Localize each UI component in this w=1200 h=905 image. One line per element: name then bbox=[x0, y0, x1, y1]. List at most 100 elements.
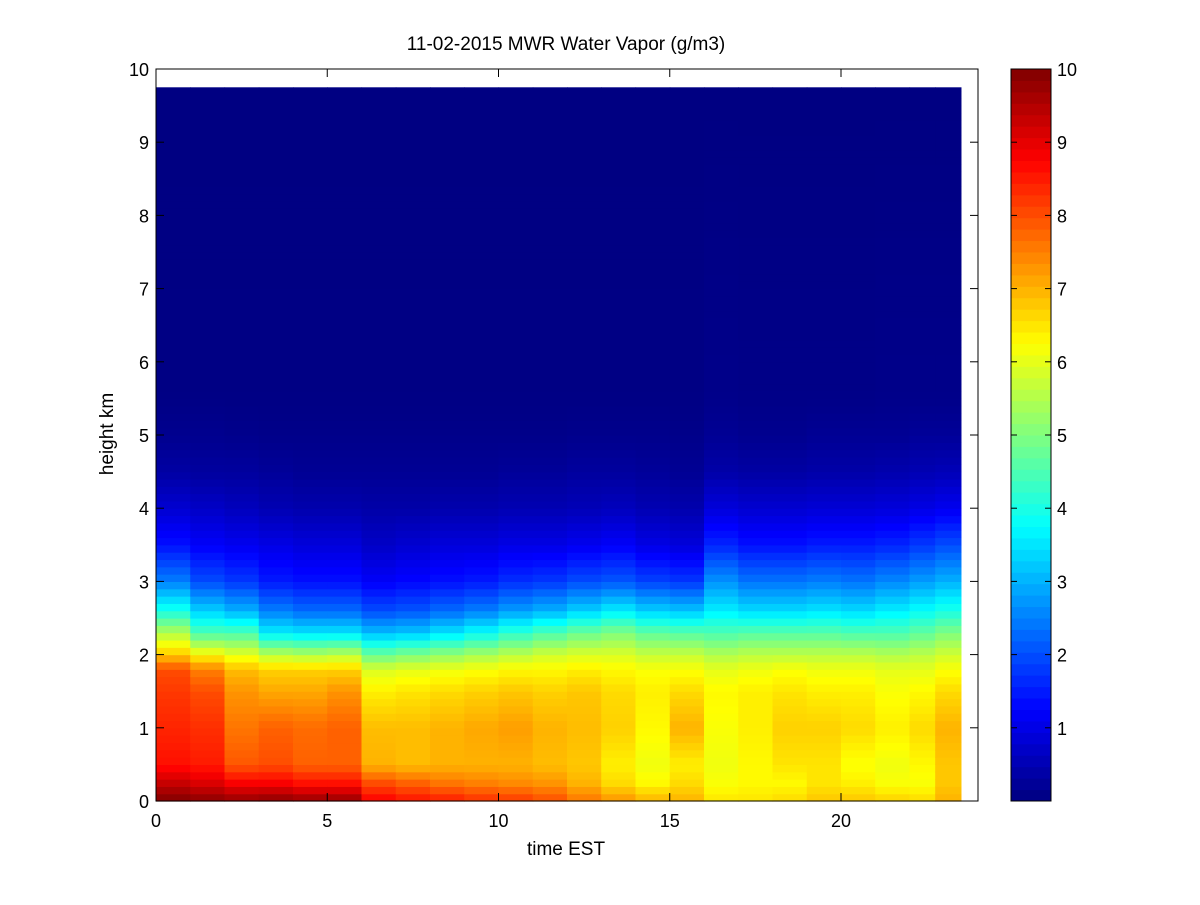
heatmap-cell bbox=[806, 405, 842, 414]
heatmap-cell bbox=[669, 661, 705, 670]
heatmap-cell bbox=[464, 683, 500, 692]
heatmap-cell bbox=[635, 727, 671, 736]
heatmap-cell bbox=[635, 164, 671, 173]
heatmap-cell bbox=[361, 435, 397, 443]
heatmap-cell bbox=[430, 391, 465, 399]
heatmap-cell bbox=[738, 654, 774, 663]
heatmap-cell bbox=[327, 237, 363, 246]
heatmap-cell bbox=[224, 266, 260, 275]
heatmap-cell bbox=[841, 398, 876, 407]
heatmap-cell bbox=[772, 786, 808, 795]
heatmap-cell bbox=[738, 325, 774, 334]
heatmap-cell bbox=[567, 427, 602, 436]
heatmap-cell bbox=[738, 347, 774, 356]
heatmap-cell bbox=[841, 164, 876, 173]
heatmap-cell bbox=[806, 244, 842, 253]
heatmap-cell bbox=[258, 317, 294, 326]
heatmap-cell bbox=[532, 339, 568, 348]
heatmap-cell bbox=[806, 215, 842, 224]
heatmap-cell bbox=[190, 596, 226, 604]
heatmap-cell bbox=[293, 171, 328, 180]
heatmap-cell bbox=[532, 178, 568, 187]
heatmap-cell bbox=[190, 522, 226, 531]
heatmap-cell bbox=[935, 376, 962, 385]
heatmap-cell bbox=[772, 200, 808, 209]
heatmap-cell bbox=[156, 112, 191, 121]
heatmap-cell bbox=[772, 581, 808, 590]
heatmap-cell bbox=[498, 669, 534, 678]
heatmap-cell bbox=[806, 273, 842, 282]
heatmap-cell bbox=[669, 134, 705, 143]
heatmap-cell bbox=[738, 478, 774, 487]
heatmap-cell bbox=[806, 303, 842, 312]
heatmap-cell bbox=[841, 295, 876, 304]
heatmap-cell bbox=[327, 764, 363, 773]
heatmap-cell bbox=[806, 639, 842, 648]
heatmap-cell bbox=[361, 522, 397, 531]
heatmap-cell bbox=[806, 347, 842, 356]
heatmap-cell bbox=[498, 500, 534, 509]
heatmap-cell bbox=[293, 786, 328, 795]
heatmap-cell bbox=[806, 310, 842, 319]
heatmap-cell bbox=[532, 515, 568, 524]
heatmap-cell bbox=[464, 647, 500, 656]
heatmap-cell bbox=[361, 193, 397, 202]
heatmap-cell bbox=[601, 749, 637, 758]
heatmap-cell bbox=[635, 456, 671, 465]
heatmap-cell bbox=[704, 325, 739, 334]
heatmap-cell bbox=[567, 735, 602, 744]
heatmap-cell bbox=[738, 639, 774, 648]
heatmap-cell bbox=[601, 325, 637, 334]
heatmap-cell bbox=[567, 295, 602, 304]
colorbar-swatch bbox=[1011, 743, 1051, 756]
heatmap-cell bbox=[464, 90, 500, 99]
heatmap-cell bbox=[567, 669, 602, 678]
heatmap-cell bbox=[395, 98, 431, 107]
heatmap-cell bbox=[464, 120, 500, 129]
heatmap-cell bbox=[327, 281, 363, 290]
heatmap-cell bbox=[464, 295, 500, 304]
heatmap-cell bbox=[669, 456, 705, 465]
heatmap-cell bbox=[430, 486, 465, 495]
heatmap-cell bbox=[156, 691, 191, 700]
heatmap-cell bbox=[875, 120, 911, 129]
heatmap-cell bbox=[293, 347, 328, 356]
heatmap-cell bbox=[293, 164, 328, 173]
heatmap-cell bbox=[395, 566, 431, 575]
heatmap-cell bbox=[704, 522, 739, 531]
heatmap-cell bbox=[395, 266, 431, 275]
heatmap-cell bbox=[772, 193, 808, 202]
heatmap-cell bbox=[567, 764, 602, 773]
heatmap-cell bbox=[935, 420, 962, 429]
heatmap-cell bbox=[635, 347, 671, 356]
heatmap-cell bbox=[875, 603, 911, 612]
heatmap-cell bbox=[935, 156, 962, 165]
heatmap-cell bbox=[772, 156, 808, 165]
heatmap-cell bbox=[738, 713, 774, 722]
heatmap-cell bbox=[464, 771, 500, 780]
colorbar-tick-label: 9 bbox=[1057, 133, 1067, 153]
heatmap-cell bbox=[430, 574, 465, 582]
heatmap-cell bbox=[224, 332, 260, 341]
heatmap-cell bbox=[704, 259, 739, 268]
heatmap-cell bbox=[190, 764, 226, 773]
heatmap-cell bbox=[395, 735, 431, 744]
heatmap-cell bbox=[669, 530, 705, 539]
heatmap-cell bbox=[875, 676, 911, 685]
heatmap-cell bbox=[601, 500, 637, 509]
heatmap-cell bbox=[395, 500, 431, 509]
heatmap-cell bbox=[156, 259, 191, 268]
heatmap-cell bbox=[909, 90, 936, 99]
heatmap-cell bbox=[935, 244, 962, 253]
heatmap-cell bbox=[806, 603, 842, 612]
heatmap-cell bbox=[567, 471, 602, 480]
heatmap-cell bbox=[909, 464, 936, 473]
heatmap-cell bbox=[601, 625, 637, 634]
heatmap-cell bbox=[532, 757, 568, 765]
heatmap-cell bbox=[772, 757, 808, 765]
heatmap-cell bbox=[498, 215, 534, 224]
heatmap-cell bbox=[635, 171, 671, 180]
heatmap-cell bbox=[361, 405, 397, 414]
heatmap-cell bbox=[224, 369, 260, 378]
